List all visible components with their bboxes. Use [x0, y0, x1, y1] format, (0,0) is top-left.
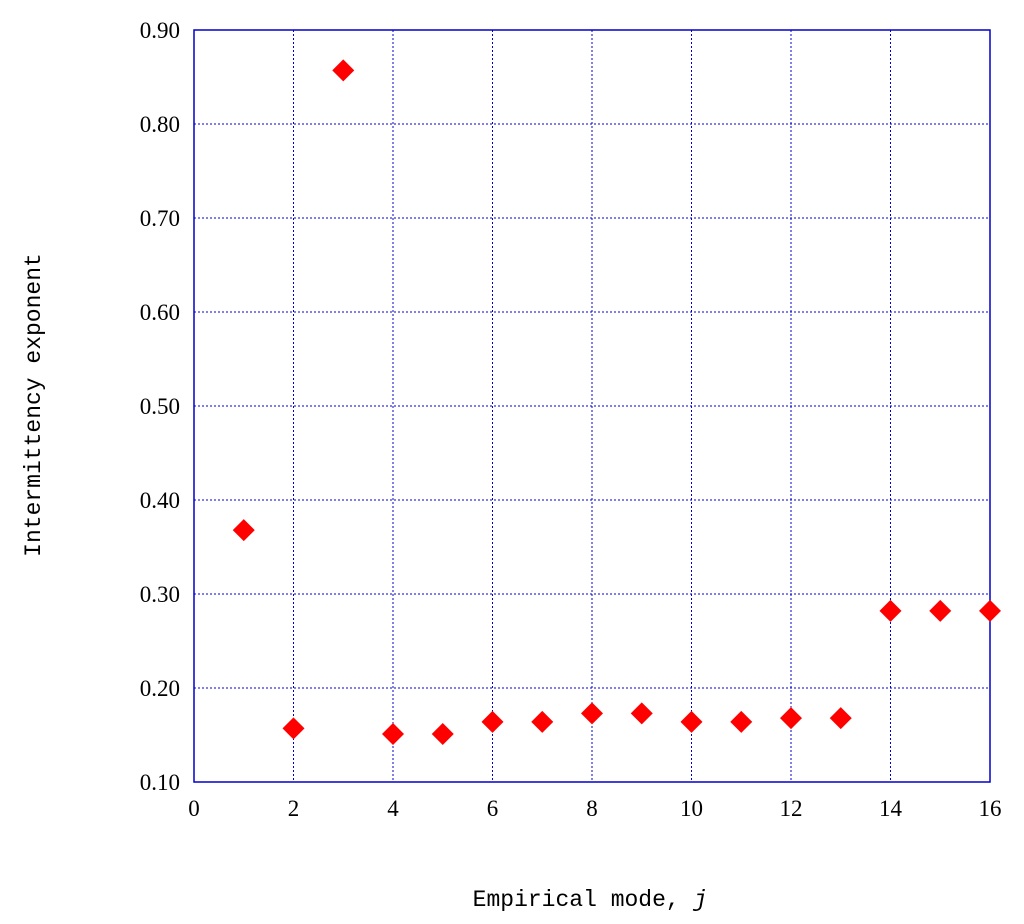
plot-frame	[193, 29, 991, 783]
data-point	[332, 59, 355, 82]
x-tick-label: 16	[979, 796, 1002, 821]
x-tick-labels: 0 2 4 6 8 10 12 14 16	[188, 796, 1001, 821]
data-point	[531, 710, 554, 733]
data-point	[879, 599, 902, 622]
x-tick-label: 4	[387, 796, 399, 821]
x-tick-label: 8	[586, 796, 598, 821]
x-axis-title: Empirical mode, j	[473, 887, 708, 913]
y-tick-label: 0.40	[140, 488, 180, 513]
x-tick-label: 14	[879, 796, 903, 821]
y-tick-label: 0.30	[140, 582, 180, 607]
data-point	[581, 702, 603, 725]
data-point	[979, 599, 1001, 622]
y-axis-title: Intermittency exponent	[21, 253, 47, 557]
data-point	[929, 599, 952, 622]
grid-lines	[193, 29, 991, 783]
data-point	[282, 717, 305, 740]
data-point	[382, 723, 404, 746]
x-tick-label: 6	[487, 796, 499, 821]
y-tick-label: 0.60	[140, 300, 180, 325]
data-points	[232, 59, 1001, 746]
y-tick-label: 0.10	[140, 770, 180, 795]
data-point	[680, 710, 703, 733]
data-point	[232, 519, 255, 542]
data-point	[630, 702, 653, 725]
data-point	[829, 707, 852, 730]
x-tick-label: 10	[680, 796, 703, 821]
data-point	[481, 710, 504, 733]
y-tick-labels: 0.10 0.20 0.30 0.40 0.50 0.60 0.70 0.80 0.90	[140, 18, 180, 795]
y-tick-label: 0.80	[140, 112, 180, 137]
y-tick-label: 0.50	[140, 394, 180, 419]
y-tick-label: 0.70	[140, 206, 180, 231]
x-tick-label: 0	[188, 796, 200, 821]
data-point	[431, 723, 454, 746]
y-tick-label: 0.20	[140, 676, 180, 701]
x-tick-label: 2	[288, 796, 300, 821]
x-tick-label: 12	[780, 796, 803, 821]
data-point	[780, 707, 802, 730]
y-tick-label: 0.90	[140, 18, 180, 43]
data-point	[730, 710, 753, 733]
